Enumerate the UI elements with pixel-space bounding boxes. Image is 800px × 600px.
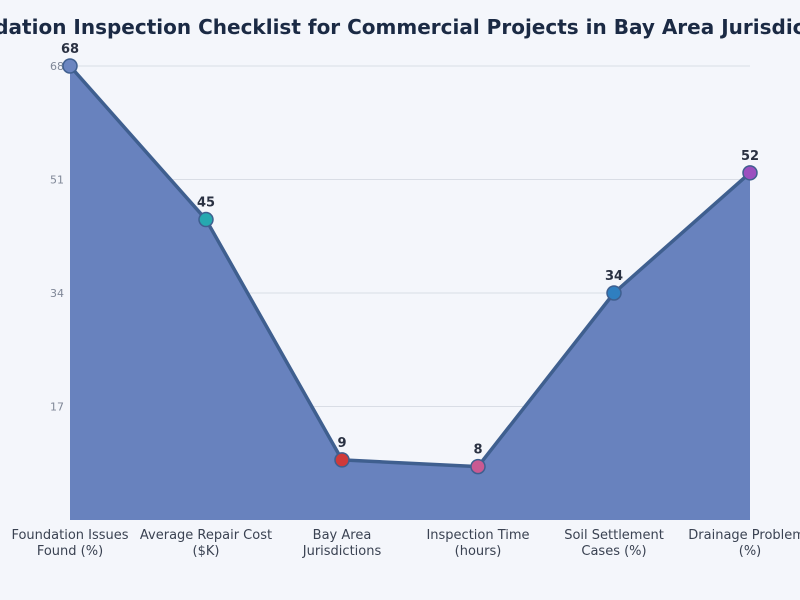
x-tick-line: Cases (%) <box>581 544 646 559</box>
data-label: 9 <box>337 436 346 451</box>
x-tick-line: Inspection Time <box>426 528 529 543</box>
y-tick-label: 51 <box>50 174 64 187</box>
data-label: 68 <box>61 42 79 57</box>
series-line <box>68 64 752 469</box>
data-point <box>470 458 486 475</box>
x-tick-line: Average Repair Cost <box>140 528 272 543</box>
y-axis-ticks: 17 34 51 68 <box>50 60 64 414</box>
x-tick-line: ($K) <box>193 544 220 559</box>
x-tick-line: Soil Settlement <box>564 528 664 543</box>
data-point <box>606 285 622 301</box>
y-tick-label: 17 <box>50 401 64 414</box>
data-points-layer <box>62 58 758 475</box>
data-labels-layer: 68 45 9 8 34 52 <box>61 42 759 458</box>
data-point <box>742 165 758 181</box>
data-point <box>334 452 350 468</box>
data-label: 8 <box>473 443 482 458</box>
data-point <box>62 58 78 74</box>
x-tick-label: Inspection Time(hours) <box>426 528 529 559</box>
x-tick-label: Drainage Problems(%) <box>688 528 800 559</box>
x-tick-line: Bay Area <box>313 528 372 543</box>
chart-title: Foundation Inspection Checklist for Comm… <box>0 15 800 39</box>
y-tick-label: 68 <box>50 60 64 73</box>
x-tick-label: Average Repair Cost($K) <box>140 528 272 559</box>
x-tick-line: Found (%) <box>37 544 103 559</box>
x-tick-line: (%) <box>739 544 762 559</box>
data-label: 45 <box>197 196 215 211</box>
area-fill <box>70 66 750 520</box>
data-label: 52 <box>741 149 759 164</box>
area-fill-layer <box>68 64 752 520</box>
x-tick-line: Jurisdictions <box>302 544 382 559</box>
x-tick-line: Drainage Problems <box>688 528 800 543</box>
x-tick-line: Foundation Issues <box>11 528 128 543</box>
y-tick-label: 34 <box>50 287 64 300</box>
data-label: 34 <box>605 269 623 284</box>
x-tick-line: (hours) <box>455 544 502 559</box>
data-point <box>198 211 214 228</box>
